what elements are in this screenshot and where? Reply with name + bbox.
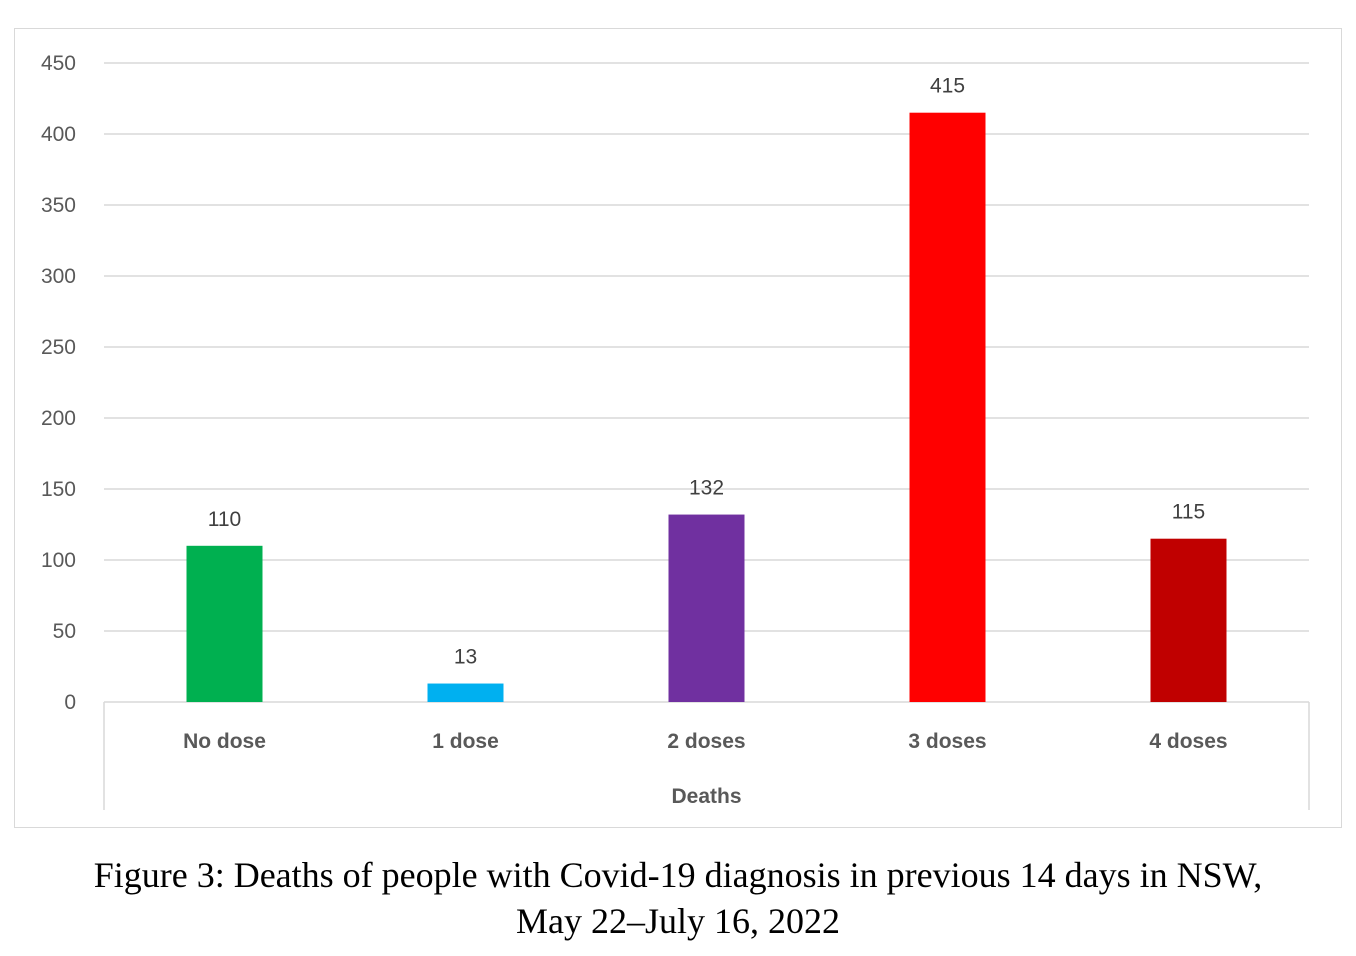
y-tick-label: 150 — [41, 478, 76, 501]
category-label: 1 dose — [432, 730, 499, 753]
category-label: No dose — [183, 730, 266, 753]
bar — [668, 514, 745, 702]
data-label: 13 — [454, 646, 477, 669]
y-tick-label: 350 — [41, 194, 76, 217]
y-tick-label: 100 — [41, 549, 76, 572]
x-axis-title: Deaths — [671, 785, 741, 808]
figure-caption: Figure 3: Deaths of people with Covid-19… — [0, 852, 1356, 944]
bar-chart: 0 50 100 150 200 250 300 350 400 450 110 No dose 13 1… — [41, 52, 1310, 810]
bar — [427, 683, 504, 702]
data-label: 115 — [1172, 501, 1205, 524]
bar — [186, 545, 263, 702]
data-label: 415 — [930, 75, 965, 98]
category-label: 2 doses — [667, 730, 745, 753]
y-tick-label: 400 — [41, 123, 76, 146]
caption-line-2: May 22–July 16, 2022 — [516, 901, 840, 941]
data-label: 132 — [689, 477, 724, 500]
y-tick-label: 200 — [41, 407, 76, 430]
y-tick-label: 50 — [53, 620, 76, 643]
y-tick-label: 450 — [41, 52, 76, 75]
y-tick-label: 0 — [64, 691, 76, 714]
category-label: 3 doses — [908, 730, 986, 753]
bar — [909, 112, 986, 702]
y-tick-label: 250 — [41, 336, 76, 359]
bar — [1150, 538, 1227, 702]
category-label: 4 doses — [1149, 730, 1227, 753]
caption-line-1: Figure 3: Deaths of people with Covid-19… — [93, 855, 1263, 895]
data-label: 110 — [208, 508, 241, 531]
y-tick-label: 300 — [41, 265, 76, 288]
